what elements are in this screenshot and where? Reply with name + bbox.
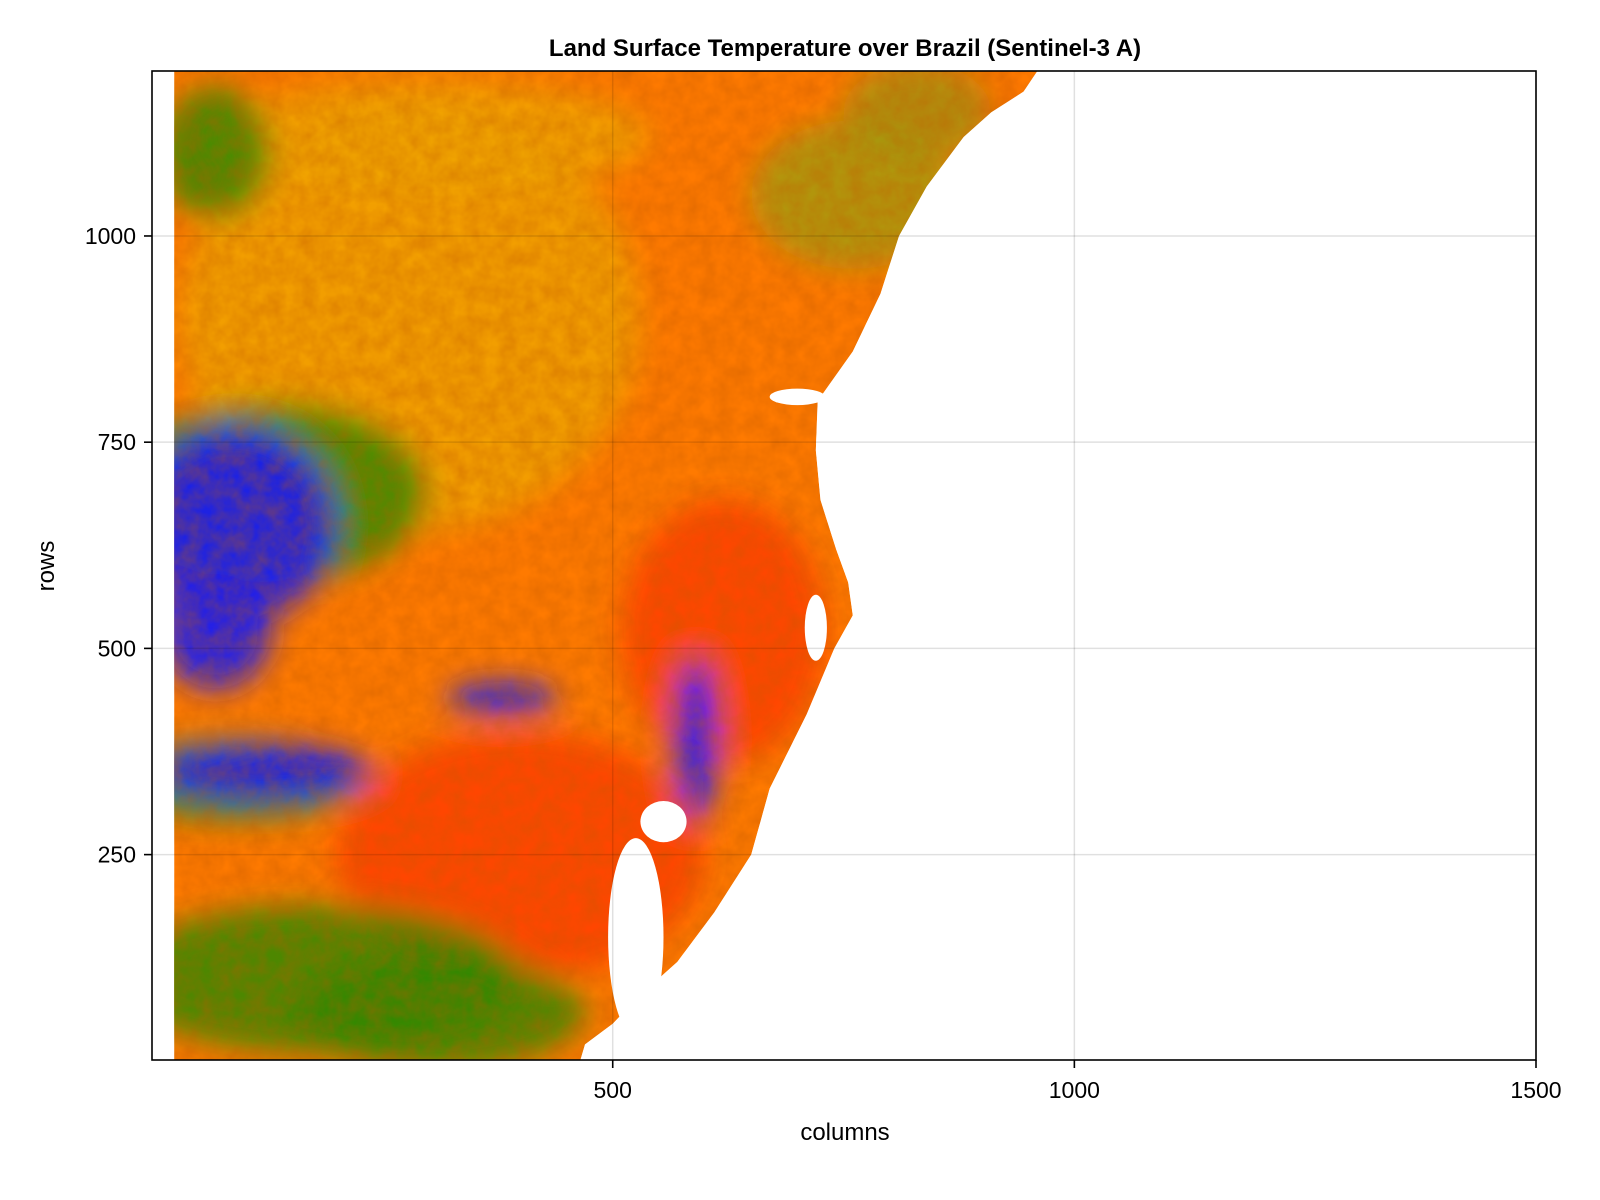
x-tick-label-1000: 1000 — [1049, 1077, 1100, 1103]
y-tick-label-1000: 1000 — [85, 223, 136, 249]
no-data-lake-1 — [640, 800, 687, 843]
heatmap-image — [174, 71, 1038, 1060]
plot-frame — [151, 70, 1537, 1061]
y-axis-label: rows — [33, 541, 60, 592]
no-data-lake-2 — [804, 594, 827, 661]
no-data-lake-0 — [608, 838, 664, 1037]
y-axis-ticks: 250 500 750 1000 — [85, 223, 152, 868]
y-tick-label-500: 500 — [98, 635, 136, 661]
x-tick-label-1500: 1500 — [1510, 1077, 1561, 1103]
land-surface — [174, 71, 1038, 1060]
x-axis-label: columns — [800, 1119, 889, 1146]
y-tick-label-750: 750 — [98, 429, 136, 455]
no-data-lake-3 — [769, 388, 826, 406]
noise-texture — [174, 71, 1038, 1060]
y-tick-label-250: 250 — [98, 842, 136, 868]
x-axis-ticks: 500 1000 1500 — [594, 1060, 1562, 1103]
plot-area: 500 1000 1500 250 500 750 1000 — [85, 70, 1562, 1103]
chart-title: Land Surface Temperature over Brazil (Se… — [549, 35, 1141, 62]
x-tick-label-500: 500 — [594, 1077, 632, 1103]
grid-lines — [152, 71, 1537, 1060]
